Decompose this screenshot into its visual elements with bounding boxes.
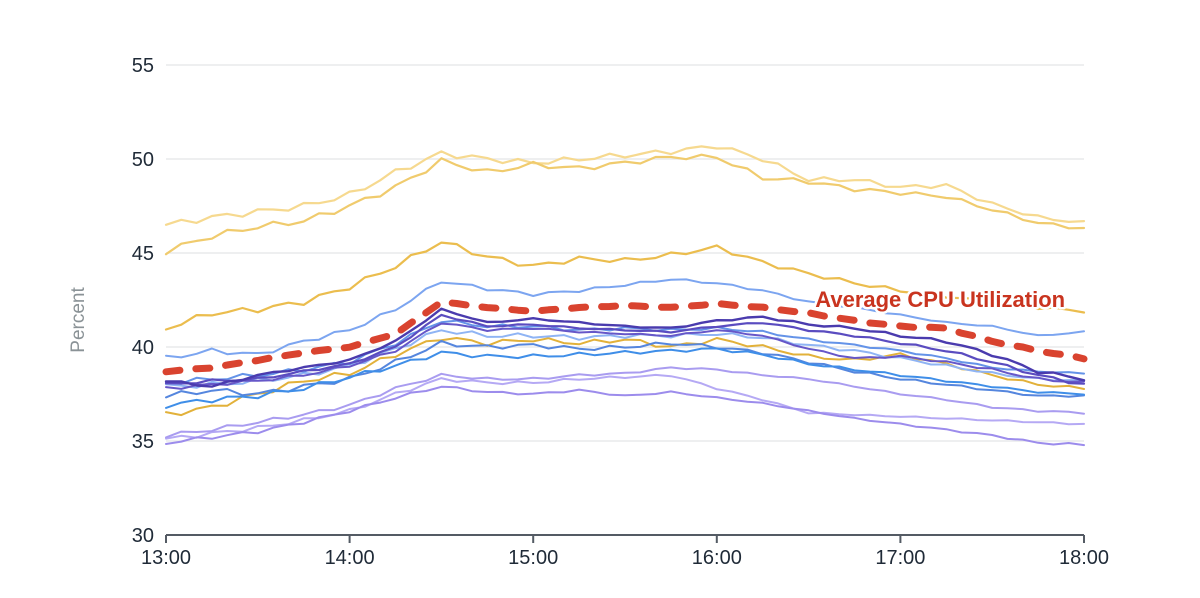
y-tick-label-50: 50	[132, 149, 154, 171]
x-tick-label-15:00: 15:00	[508, 547, 558, 569]
average-cpu-line	[162, 298, 1088, 376]
y-tick-label-55: 55	[132, 55, 154, 77]
y-tick-label-45: 45	[132, 243, 154, 265]
instance-cpu-line-s5	[165, 329, 1085, 389]
instance-cpu-line-s8	[165, 319, 1085, 385]
instance-cpu-line-s12	[165, 385, 1085, 447]
y-tick-label-40: 40	[132, 337, 154, 359]
instance-cpu-line-s9	[165, 278, 1085, 359]
y-axis-title: Percent	[68, 287, 89, 353]
y-tick-label-35: 35	[132, 431, 154, 453]
instance-cpu-line-s1	[164, 145, 1086, 226]
x-tick-label-18:00: 18:00	[1059, 547, 1109, 569]
x-tick-label-17:00: 17:00	[875, 547, 925, 569]
instance-cpu-line-s11	[165, 366, 1085, 439]
instance-cpu-line-s7	[165, 347, 1085, 409]
instance-cpu-line-s2	[164, 153, 1086, 256]
instance-cpu-line-s13	[165, 322, 1085, 390]
y-tick-label-30: 30	[132, 525, 154, 547]
instance-cpu-line-s6	[165, 339, 1085, 399]
instance-cpu-line-s15	[164, 307, 1086, 388]
x-tick-label-14:00: 14:00	[325, 547, 375, 569]
x-tick-label-16:00: 16:00	[692, 547, 742, 569]
x-tick-label-13:00: 13:00	[141, 547, 191, 569]
instance-cpu-line-s3	[164, 241, 1086, 331]
instance-cpu-line-s14	[164, 313, 1086, 385]
average-cpu-utilization-label: Average CPU Utilization	[815, 287, 1065, 312]
